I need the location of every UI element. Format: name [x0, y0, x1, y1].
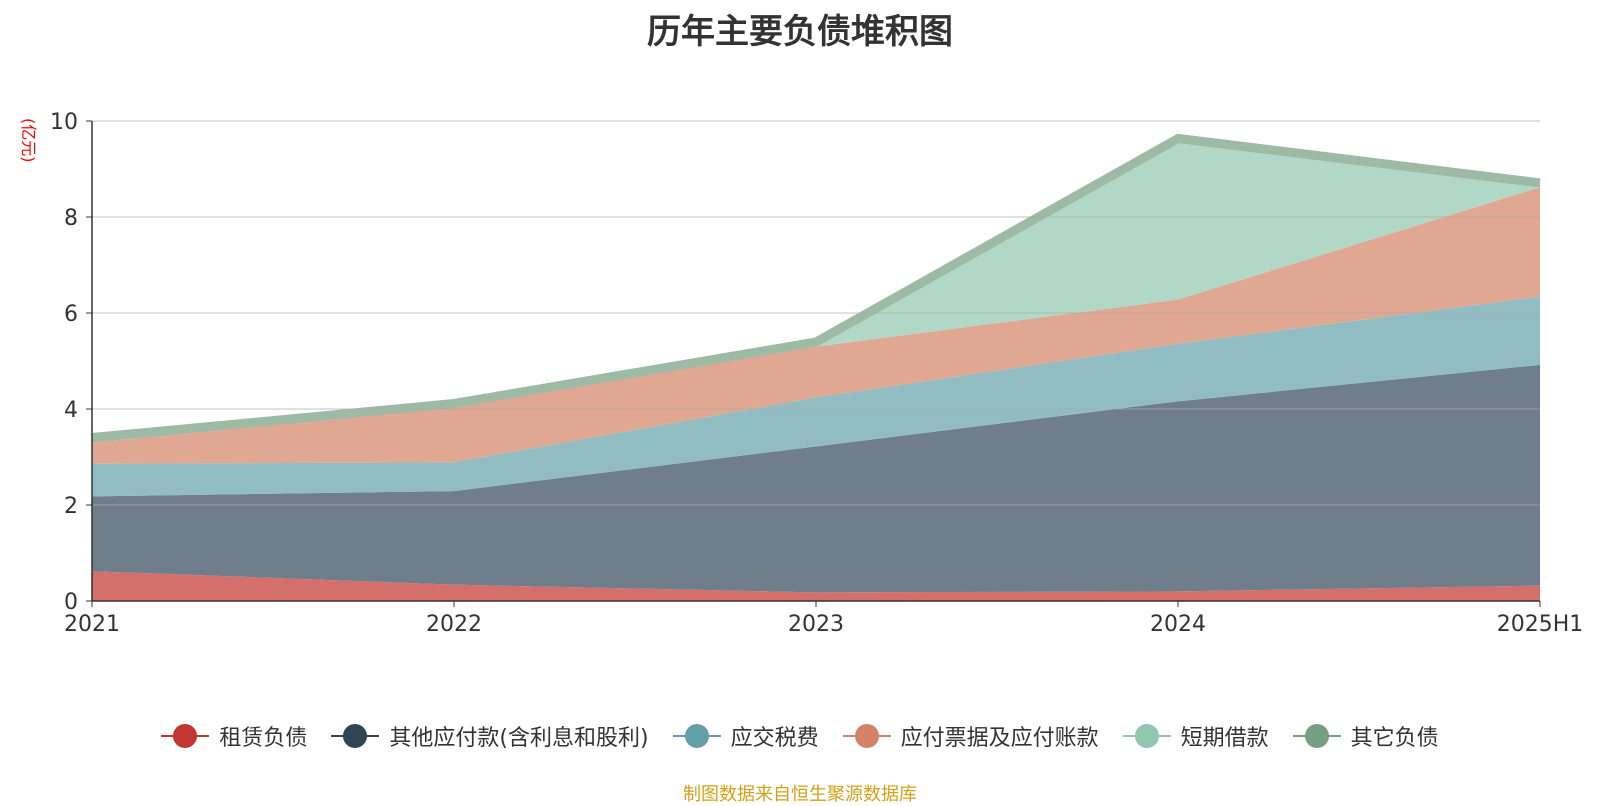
- legend-label: 应付票据及应付账款: [900, 726, 1099, 751]
- area-series-4: [92, 143, 1540, 443]
- legend-item-0[interactable]: 租赁负债: [161, 720, 307, 752]
- y-tick-label: 2: [64, 494, 78, 519]
- y-tick-label: 8: [64, 206, 78, 231]
- legend-item-5[interactable]: 其它负债: [1292, 720, 1439, 752]
- chart-legend: 租赁负债 其他应付款(含利息和股利) 应交税费 应付票据及应付账款 短期借款 其它负债: [0, 720, 1600, 752]
- area-series-3: [92, 187, 1540, 464]
- legend-marker-icon: [672, 724, 721, 748]
- source-note: 制图数据来自恒生聚源数据库: [683, 784, 917, 805]
- legend-marker-icon: [1292, 724, 1341, 748]
- y-tick-label: 10: [50, 110, 78, 135]
- legend-item-4[interactable]: 短期借款: [1122, 720, 1269, 752]
- legend-marker-icon: [331, 724, 380, 748]
- legend-marker-icon: [842, 724, 891, 748]
- legend-label: 其他应付款(含利息和股利): [389, 726, 649, 751]
- legend-label: 租赁负债: [219, 726, 308, 751]
- chart-title: 历年主要负债堆积图: [647, 12, 953, 52]
- x-tick-label: 2022: [426, 612, 482, 637]
- legend-marker-icon: [1122, 724, 1171, 748]
- legend-item-3[interactable]: 应付票据及应付账款: [842, 720, 1099, 752]
- x-tick-label: 2024: [1150, 612, 1206, 637]
- legend-item-1[interactable]: 其他应付款(含利息和股利): [331, 720, 649, 752]
- area-series-0: [92, 571, 1540, 601]
- y-tick-label: 0: [64, 590, 78, 615]
- area-series-1: [92, 364, 1540, 593]
- series-top-line: [91, 134, 1541, 443]
- area-series-2: [92, 296, 1540, 497]
- legend-label: 其它负债: [1350, 726, 1439, 751]
- x-tick-label: 2023: [788, 612, 844, 637]
- legend-label: 短期借款: [1180, 726, 1269, 751]
- y-tick-label: 6: [64, 302, 78, 327]
- legend-marker-icon: [161, 724, 210, 748]
- legend-item-2[interactable]: 应交税费: [672, 720, 819, 752]
- y-tick-label: 4: [64, 398, 78, 423]
- x-tick-label: 2025H1: [1497, 612, 1584, 637]
- x-tick-label: 2021: [64, 612, 120, 637]
- legend-label: 应交税费: [730, 726, 819, 751]
